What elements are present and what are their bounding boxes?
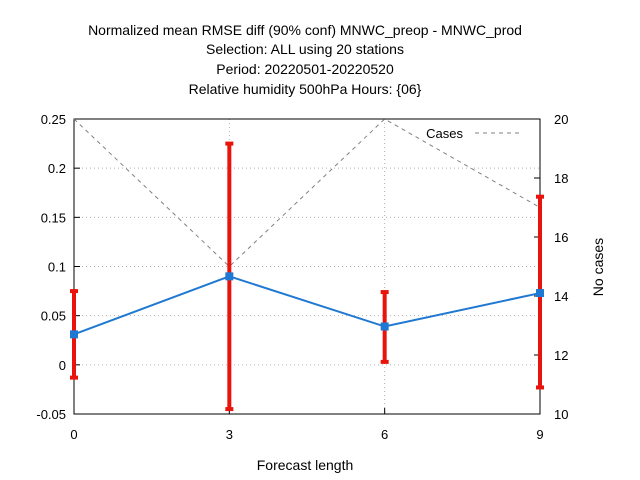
y2-tick-label: 10 [554, 407, 568, 422]
x-tick-label: 3 [226, 427, 233, 442]
title-line-3: Period: 20220501-20220520 [216, 61, 394, 77]
y2-axis-label: No cases [590, 238, 606, 296]
y-tick-label: 0.1 [48, 260, 66, 275]
chart-title: Normalized mean RMSE diff (90% conf) MNW… [88, 22, 522, 97]
cases-line [73, 118, 541, 268]
y2-tick-label: 18 [554, 171, 568, 186]
y-tick-label: 0.05 [41, 309, 66, 324]
legend: Cases [426, 126, 522, 141]
x-tick-label: 9 [536, 427, 543, 442]
y-tick-label: 0.2 [48, 161, 66, 176]
y2-tick-label: 16 [554, 230, 568, 245]
rmse-point [70, 330, 78, 339]
y-tick-label: -0.05 [36, 407, 66, 422]
x-axis-label: Forecast length [257, 457, 354, 473]
legend-label-cases: Cases [426, 126, 463, 141]
y-tick-label: 0 [59, 358, 66, 373]
rmse-point [536, 289, 544, 298]
y2-tick-label: 14 [554, 289, 568, 304]
rmse-point [380, 322, 389, 331]
x-tick-label: 6 [381, 427, 388, 442]
axes: -0.05 0 0.05 0.1 0.15 0.2 0.25 0 3 6 9 10 12 14 16 18 20 [36, 112, 568, 442]
title-line-4: Relative humidity 500hPa Hours: {06} [189, 81, 422, 97]
rmse-point [225, 272, 234, 281]
y2-tick-label: 12 [554, 348, 568, 363]
y-tick-label: 0.15 [41, 210, 66, 225]
y-tick-label: 0.25 [41, 112, 66, 127]
x-tick-label: 0 [70, 427, 77, 442]
title-line-2: Selection: ALL using 20 stations [206, 41, 404, 57]
grid [74, 119, 540, 414]
title-line-1: Normalized mean RMSE diff (90% conf) MNW… [88, 22, 522, 38]
rmse-line [73, 275, 541, 336]
series [70, 118, 544, 412]
y2-tick-label: 20 [554, 112, 568, 127]
